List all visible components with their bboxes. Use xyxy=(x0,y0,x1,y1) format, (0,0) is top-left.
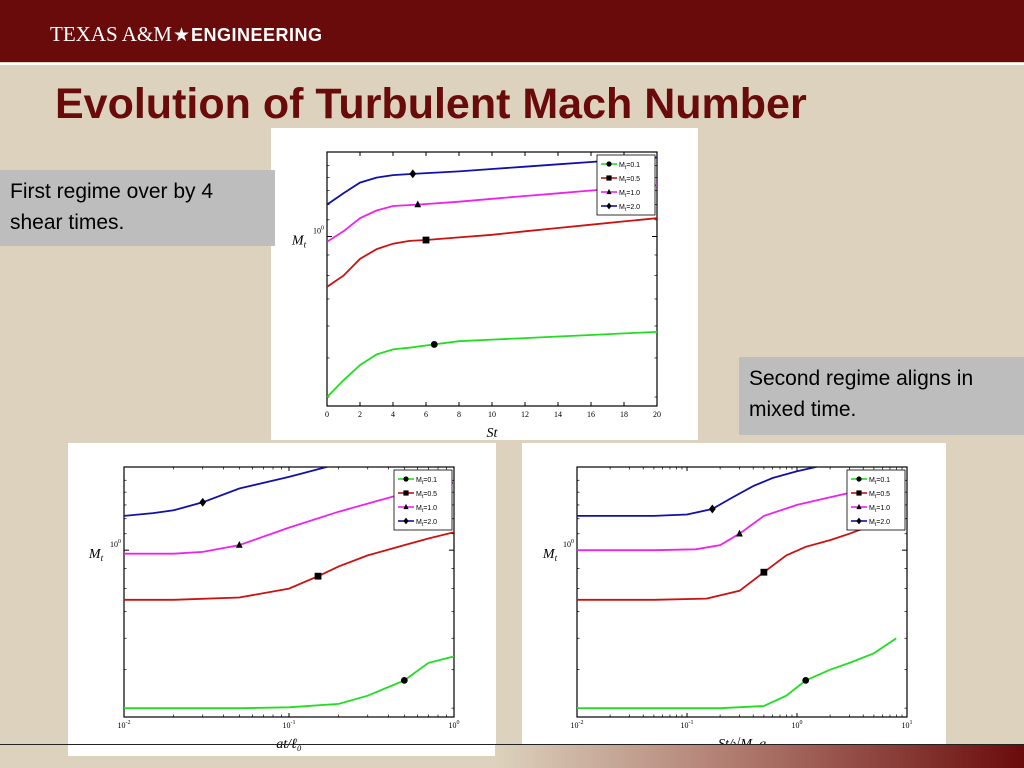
legend-entry: Mt=0.1 xyxy=(619,162,640,171)
x-tick-label: 0 xyxy=(325,410,329,419)
series-marker-3 xyxy=(235,541,243,548)
x-tick-label: 10-2 xyxy=(571,720,584,730)
footer-divider xyxy=(0,744,1024,745)
x-axis-label: St xyxy=(487,426,499,440)
y-tick-label: 100 xyxy=(313,226,324,236)
y-tick-label: 100 xyxy=(563,539,574,549)
logo-texas-text: TEXAS A&M xyxy=(50,22,172,46)
legend-entry: Mt=0.1 xyxy=(416,477,437,486)
series-marker-3 xyxy=(414,200,422,208)
y-axis-label: Mt xyxy=(542,547,558,563)
legend: Mt=0.1 Mt=0.5 Mt=1.0 Mt=2.0 xyxy=(393,469,453,531)
legend-marker xyxy=(403,490,409,496)
x-tick-label: 10-1 xyxy=(283,720,296,730)
x-tick-label: 10-2 xyxy=(118,720,131,730)
legend-marker xyxy=(606,161,612,167)
legend-entry: Mt=0.5 xyxy=(869,491,890,500)
star-icon: ★ xyxy=(172,24,190,46)
legend-marker xyxy=(403,517,409,525)
y-axis-label: Mt xyxy=(291,234,307,250)
legend-entry: Mt=1.0 xyxy=(416,505,437,514)
x-tick-label: 16 xyxy=(587,410,595,419)
chart-svg: 10-2 10-1 100100Mtat/ℓ₀Mt=0.1Mt=0.5Mt=1.0M… xyxy=(88,466,460,752)
series-marker-3 xyxy=(736,529,743,537)
header-divider xyxy=(0,63,1024,65)
callout-second-regime: Second regime aligns in mixed time. xyxy=(739,357,1024,435)
x-tick-label: 10 xyxy=(488,410,496,419)
legend-marker xyxy=(856,517,862,525)
legend-marker xyxy=(856,503,862,510)
legend-entry: Mt=2.0 xyxy=(416,519,437,528)
x-tick-label: 14 xyxy=(554,410,562,419)
series-marker-4 xyxy=(708,504,716,514)
x-tick-label: 100 xyxy=(449,720,460,730)
legend-entry: Mt=0.5 xyxy=(619,176,640,185)
slide-title: Evolution of Turbulent Mach Number xyxy=(55,80,807,128)
x-tick-label: 4 xyxy=(391,410,395,419)
chart-panel-at-l0: 10-2 10-1 100 100 Mt at/ℓ₀ Mt=0.1 Mt=0.5 Mt=1.0 M… xyxy=(68,443,496,756)
x-tick-label: 18 xyxy=(620,410,628,419)
series-marker-2 xyxy=(422,236,430,244)
x-tick-label: 20 xyxy=(653,410,661,419)
texas-am-engineering-logo: TEXAS A&M★ENGINEERING xyxy=(50,22,323,47)
series-marker-1 xyxy=(400,676,408,684)
legend-marker xyxy=(606,202,612,210)
series-line-1 xyxy=(124,655,454,710)
series-line-2 xyxy=(124,531,454,601)
logo-engineering-text: ENGINEERING xyxy=(190,25,323,45)
x-tick-label: 6 xyxy=(424,410,428,419)
series-line-4 xyxy=(577,467,821,517)
series-marker-4 xyxy=(409,169,417,179)
series-marker-4 xyxy=(199,497,207,507)
chart-svg: 10-210-1100101100MtSt/√M_gMt=0.1Mt=0.5Mt… xyxy=(542,466,913,752)
series-line-1 xyxy=(327,331,657,398)
legend-marker xyxy=(856,476,862,482)
series-marker-2 xyxy=(314,572,322,580)
x-tick-label: 8 xyxy=(457,410,461,419)
y-tick-label: 100 xyxy=(110,539,121,549)
series-line-3 xyxy=(327,184,657,243)
legend-marker xyxy=(403,476,409,482)
legend-entry: Mt=0.1 xyxy=(869,477,890,486)
x-tick-label: 2 xyxy=(358,410,362,419)
x-tick-label: 12 xyxy=(521,410,529,419)
legend-entry: Mt=2.0 xyxy=(619,204,640,213)
chart-panel-st: 0 2 4 6 8 10 12 14 16 18 20 100 Mt St Mt=0.1 Mt=0.5 Mt=1… xyxy=(271,128,698,440)
x-tick-label: 100 xyxy=(792,720,803,730)
legend-entry: Mt=1.0 xyxy=(619,190,640,199)
legend-marker xyxy=(403,503,409,510)
legend: Mt=0.1 Mt=0.5 Mt=1.0 Mt=2.0 xyxy=(596,154,656,216)
legend-marker xyxy=(606,188,612,195)
series-marker-1 xyxy=(802,676,810,684)
x-tick-label: 101 xyxy=(902,720,913,730)
callout-first-regime: First regime over by 4 shear times. xyxy=(0,170,275,246)
legend-entry: Mt=0.5 xyxy=(416,491,437,500)
series-line-4 xyxy=(327,156,657,206)
y-axis-label: Mt xyxy=(88,547,104,563)
chart-svg: 0 2 4 6 8 10 12 14 16 18 20 100 Mt St Mt=0.1 Mt=0.5 Mt=1… xyxy=(291,151,661,440)
series-marker-2 xyxy=(760,568,768,576)
series-line-2 xyxy=(577,523,875,601)
chart-panel-st-sqrt-mg: 10-210-1100101100MtSt/√M_gMt=0.1Mt=0.5Mt… xyxy=(522,443,946,756)
series-line-1 xyxy=(577,637,897,710)
legend-marker xyxy=(606,175,612,181)
series-line-2 xyxy=(327,217,657,288)
legend-marker xyxy=(856,490,862,496)
footer-gradient-bar xyxy=(495,745,1024,768)
header-bar: TEXAS A&M★ENGINEERING xyxy=(0,0,1024,62)
legend: Mt=0.1 Mt=0.5 Mt=1.0 Mt=2.0 xyxy=(846,469,906,531)
legend-entry: Mt=1.0 xyxy=(869,505,890,514)
series-marker-1 xyxy=(430,341,438,348)
x-tick-label: 10-1 xyxy=(681,720,694,730)
series-line-4 xyxy=(124,467,331,517)
legend-entry: Mt=2.0 xyxy=(869,519,890,528)
